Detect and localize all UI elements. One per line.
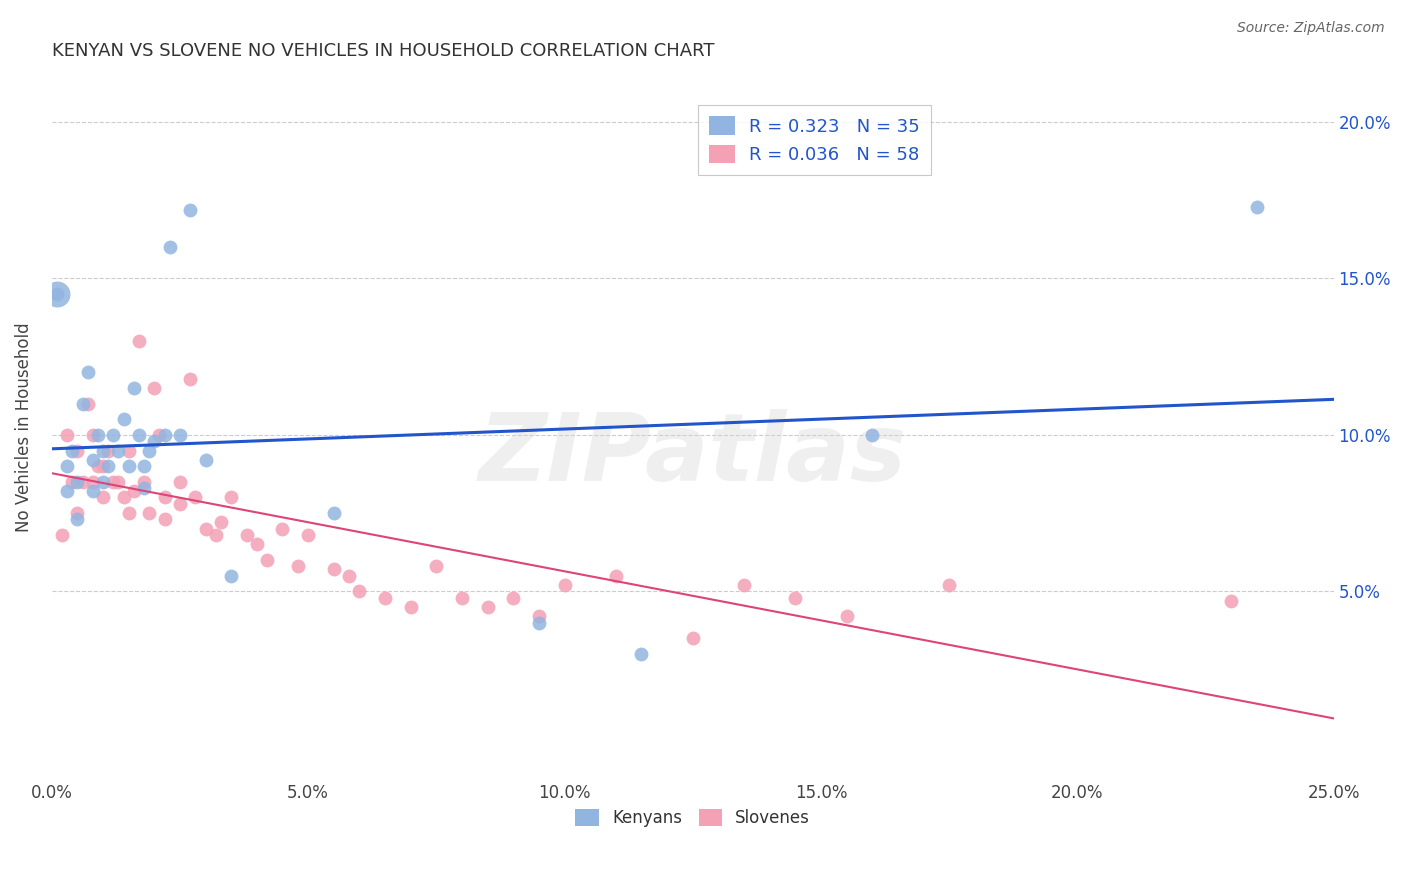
Point [138,443,160,458]
Point [87,428,110,442]
Point [349,584,371,599]
Point [56,484,79,499]
Point [97,459,120,474]
Point [553,578,575,592]
Point [45,287,67,301]
Point [246,537,269,551]
Point [271,522,294,536]
Point [66,443,89,458]
Point [56,459,79,474]
Point [45,287,67,301]
Point [527,615,550,630]
Point [194,522,217,536]
Point [337,568,360,582]
Point [112,491,135,505]
Point [66,512,89,526]
Point [122,484,145,499]
Text: ZIPatlas: ZIPatlas [478,409,907,501]
Point [107,475,129,489]
Point [153,491,176,505]
Point [425,559,447,574]
Point [159,240,181,254]
Point [143,434,166,449]
Point [56,428,79,442]
Text: KENYAN VS SLOVENE NO VEHICLES IN HOUSEHOLD CORRELATION CHART: KENYAN VS SLOVENE NO VEHICLES IN HOUSEHO… [52,42,714,60]
Point [322,506,344,520]
Point [682,631,704,645]
Point [605,568,627,582]
Point [194,453,217,467]
Point [82,484,104,499]
Point [451,591,474,605]
Point [235,528,257,542]
Point [169,497,191,511]
Point [118,443,141,458]
Point [132,475,155,489]
Point [128,428,150,442]
Point [107,443,129,458]
Point [76,396,98,410]
Legend: Kenyans, Slovenes: Kenyans, Slovenes [568,803,817,834]
Point [60,443,83,458]
Point [118,459,141,474]
Point [374,591,396,605]
Point [938,578,960,592]
Point [148,428,170,442]
Point [835,609,858,624]
Point [128,334,150,348]
Point [138,506,160,520]
Point [91,459,114,474]
Point [322,562,344,576]
Point [219,568,242,582]
Point [630,647,652,661]
Point [91,475,114,489]
Point [91,491,114,505]
Point [91,443,114,458]
Point [860,428,883,442]
Point [527,609,550,624]
Point [82,453,104,467]
Point [112,412,135,426]
Point [733,578,755,592]
Y-axis label: No Vehicles in Household: No Vehicles in Household [15,322,32,532]
Point [153,512,176,526]
Point [66,475,89,489]
Point [60,475,83,489]
Point [502,591,524,605]
Point [205,528,228,542]
Point [785,591,807,605]
Text: Source: ZipAtlas.com: Source: ZipAtlas.com [1237,21,1385,35]
Point [87,459,110,474]
Point [169,475,191,489]
Point [97,443,120,458]
Point [82,428,104,442]
Point [179,202,201,217]
Point [82,475,104,489]
Point [118,506,141,520]
Point [297,528,319,542]
Point [153,428,176,442]
Point [143,381,166,395]
Point [76,365,98,379]
Point [287,559,309,574]
Point [179,371,201,385]
Point [103,475,125,489]
Point [122,381,145,395]
Point [399,599,422,614]
Point [219,491,242,505]
Point [132,481,155,495]
Point [256,553,278,567]
Point [66,506,89,520]
Point [184,491,207,505]
Point [1220,593,1243,607]
Point [72,396,94,410]
Point [209,516,232,530]
Point [1246,200,1268,214]
Point [477,599,499,614]
Point [72,475,94,489]
Point [132,459,155,474]
Point [103,428,125,442]
Point [51,528,73,542]
Point [169,428,191,442]
